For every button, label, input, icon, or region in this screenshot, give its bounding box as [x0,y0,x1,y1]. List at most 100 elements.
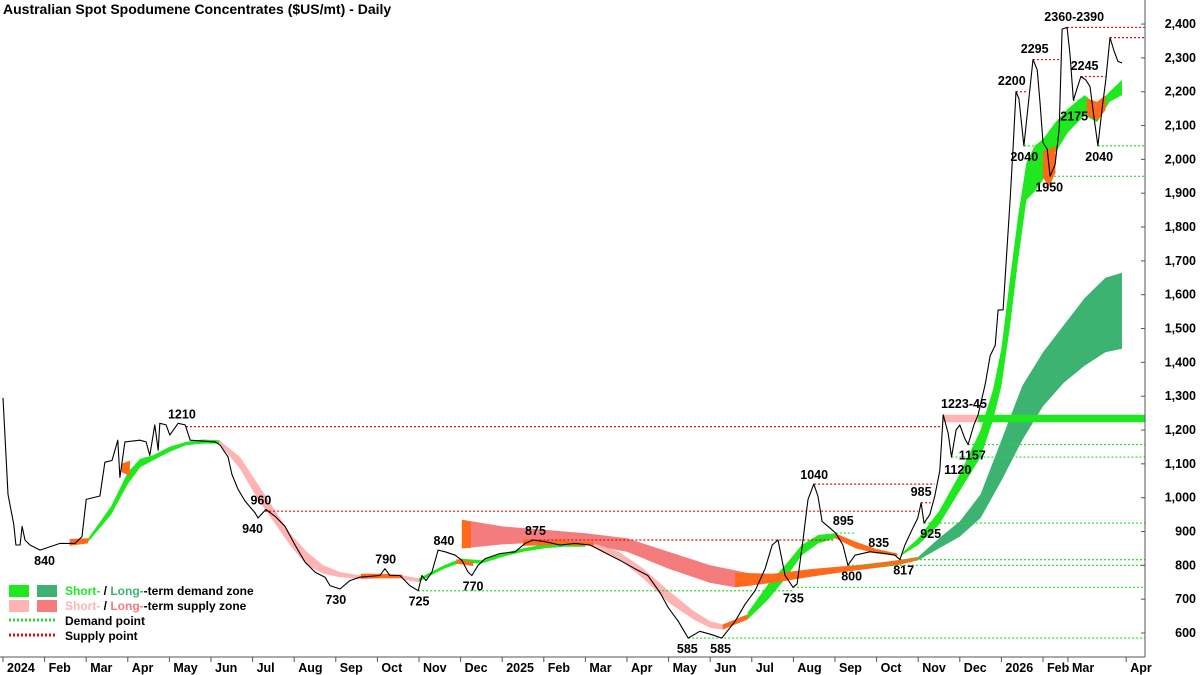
price-label: 1223-45 [941,397,987,411]
x-tick-label: Sep [340,661,363,675]
reference-lines-layer [186,26,1145,639]
x-tick-label: Jul [257,661,275,675]
y-tick-label: 1,700 [1165,254,1196,268]
price-label: 2175 [1060,109,1088,123]
price-label: 895 [833,514,854,528]
legend-swatch-long-supply [37,600,57,612]
y-tick-label: 1,400 [1165,355,1196,369]
legend-text-rest: -term demand zone [144,584,254,598]
legend-text-rest: -term supply zone [144,599,247,613]
zone-short-supply-1223-45 [943,414,979,423]
y-tick-label: 1,200 [1165,423,1196,437]
price-label: 840 [434,534,455,548]
price-label: 835 [868,536,889,550]
x-tick-label: Feb [49,661,72,675]
x-tick-label: Apr [132,661,154,675]
zone-transition-apr-2024 [121,460,130,476]
x-tick-label: Mar [589,661,611,675]
legend-entry-supply-zone: Short- / Long--term supply zone [65,599,247,613]
zones-layer [69,79,1145,630]
legend-swatch-short-supply [9,600,29,612]
legend-entry-demand-zone: Short- / Long--term demand zone [65,584,254,598]
y-tick-label: 1,800 [1165,220,1196,234]
legend-text-long: Long- [110,599,143,613]
price-label: 725 [409,595,430,609]
price-layer [2,26,1123,639]
price-label: 2245 [1071,59,1099,73]
y-tick-label: 800 [1175,558,1196,572]
zone-short-supply-oct-2024 [402,575,419,583]
y-tick-label: 2,200 [1165,85,1196,99]
price-label: 960 [250,494,271,508]
price-label: 2295 [1021,42,1049,56]
y-tick-label: 900 [1175,525,1196,539]
price-label: 2200 [998,74,1026,88]
x-tick-label: May [673,661,697,675]
price-label: 585 [710,642,731,656]
legend-entry-demand_point: Demand point [65,614,145,628]
price-label: 790 [375,553,396,567]
legend-text-short: Short- [65,599,100,613]
x-tick-label: 2026 [1005,661,1033,675]
legend-text-sep: / [100,599,110,613]
x-tick-label: Aug [298,661,322,675]
x-tick-label: Mar [1072,661,1094,675]
x-tick-label: Sep [839,661,862,675]
price-label: 875 [525,524,546,538]
price-label: 2360-2390 [1044,10,1104,24]
zone-short-supply-2025 [593,543,723,630]
y-tick-label: 1,500 [1165,322,1196,336]
price-label: 1950 [1035,180,1063,194]
price-label: 2040 [1085,150,1113,164]
y-tick-label: 2,300 [1165,51,1196,65]
legend-text-short: Short- [65,584,100,598]
legend-entry-supply_point: Supply point [65,629,138,643]
chart-title: Australian Spot Spodumene Concentrates (… [3,1,391,17]
price-label: 800 [841,569,862,583]
x-tick-label: 2025 [506,661,534,675]
price-label: 2040 [1010,150,1038,164]
price-label: 1210 [168,407,196,421]
y-tick-label: 2,100 [1165,119,1196,133]
x-tick-label: Mar [90,661,112,675]
x-tick-label: May [173,661,197,675]
price-label: 735 [783,591,804,605]
price-line [2,26,1123,639]
y-tick-label: 1,000 [1165,491,1196,505]
zone-transition-mar-2026 [1086,95,1106,121]
price-label: 1040 [800,468,828,482]
zone-short-supply-mid-2024 [219,440,361,579]
zone-long-transition-2025 [735,556,919,588]
x-tick-label: Feb [548,661,571,675]
x-tick-label: Oct [381,661,403,675]
x-tick-label: Oct [881,661,903,675]
x-tick-label: Dec [964,661,987,675]
price-label: 1157 [959,449,986,463]
price-label: 585 [677,642,698,656]
price-label: 940 [242,522,263,536]
y-tick-label: 2,000 [1165,152,1196,166]
x-tick-label: Dec [465,661,488,675]
legend-text-long: Long- [110,584,143,598]
y-tick-label: 700 [1175,592,1196,606]
x-tick-label: 2024 [7,661,35,675]
x-tick-label: Feb [1047,661,1070,675]
x-tick-label: Jun [215,661,237,675]
zone-long-supply-2025 [462,519,752,588]
zone-short-demand-1223-45 [978,414,1145,423]
zone-transition-nov-2024 [461,519,471,549]
price-label: 1120 [944,463,971,477]
price-label: 840 [34,554,55,568]
zone-transition-sep-2025 [835,533,898,556]
x-tick-label: Apr [631,661,653,675]
y-tick-label: 1,900 [1165,186,1196,200]
y-tick-label: 600 [1175,626,1196,640]
x-tick-label: Jun [714,661,736,675]
y-tick-label: 1,600 [1165,288,1196,302]
zone-short-demand-2024 [88,439,220,542]
zone-short-demand-late-2024 [419,543,586,582]
y-tick-label: 1,300 [1165,389,1196,403]
y-tick-label: 1,100 [1165,457,1196,471]
